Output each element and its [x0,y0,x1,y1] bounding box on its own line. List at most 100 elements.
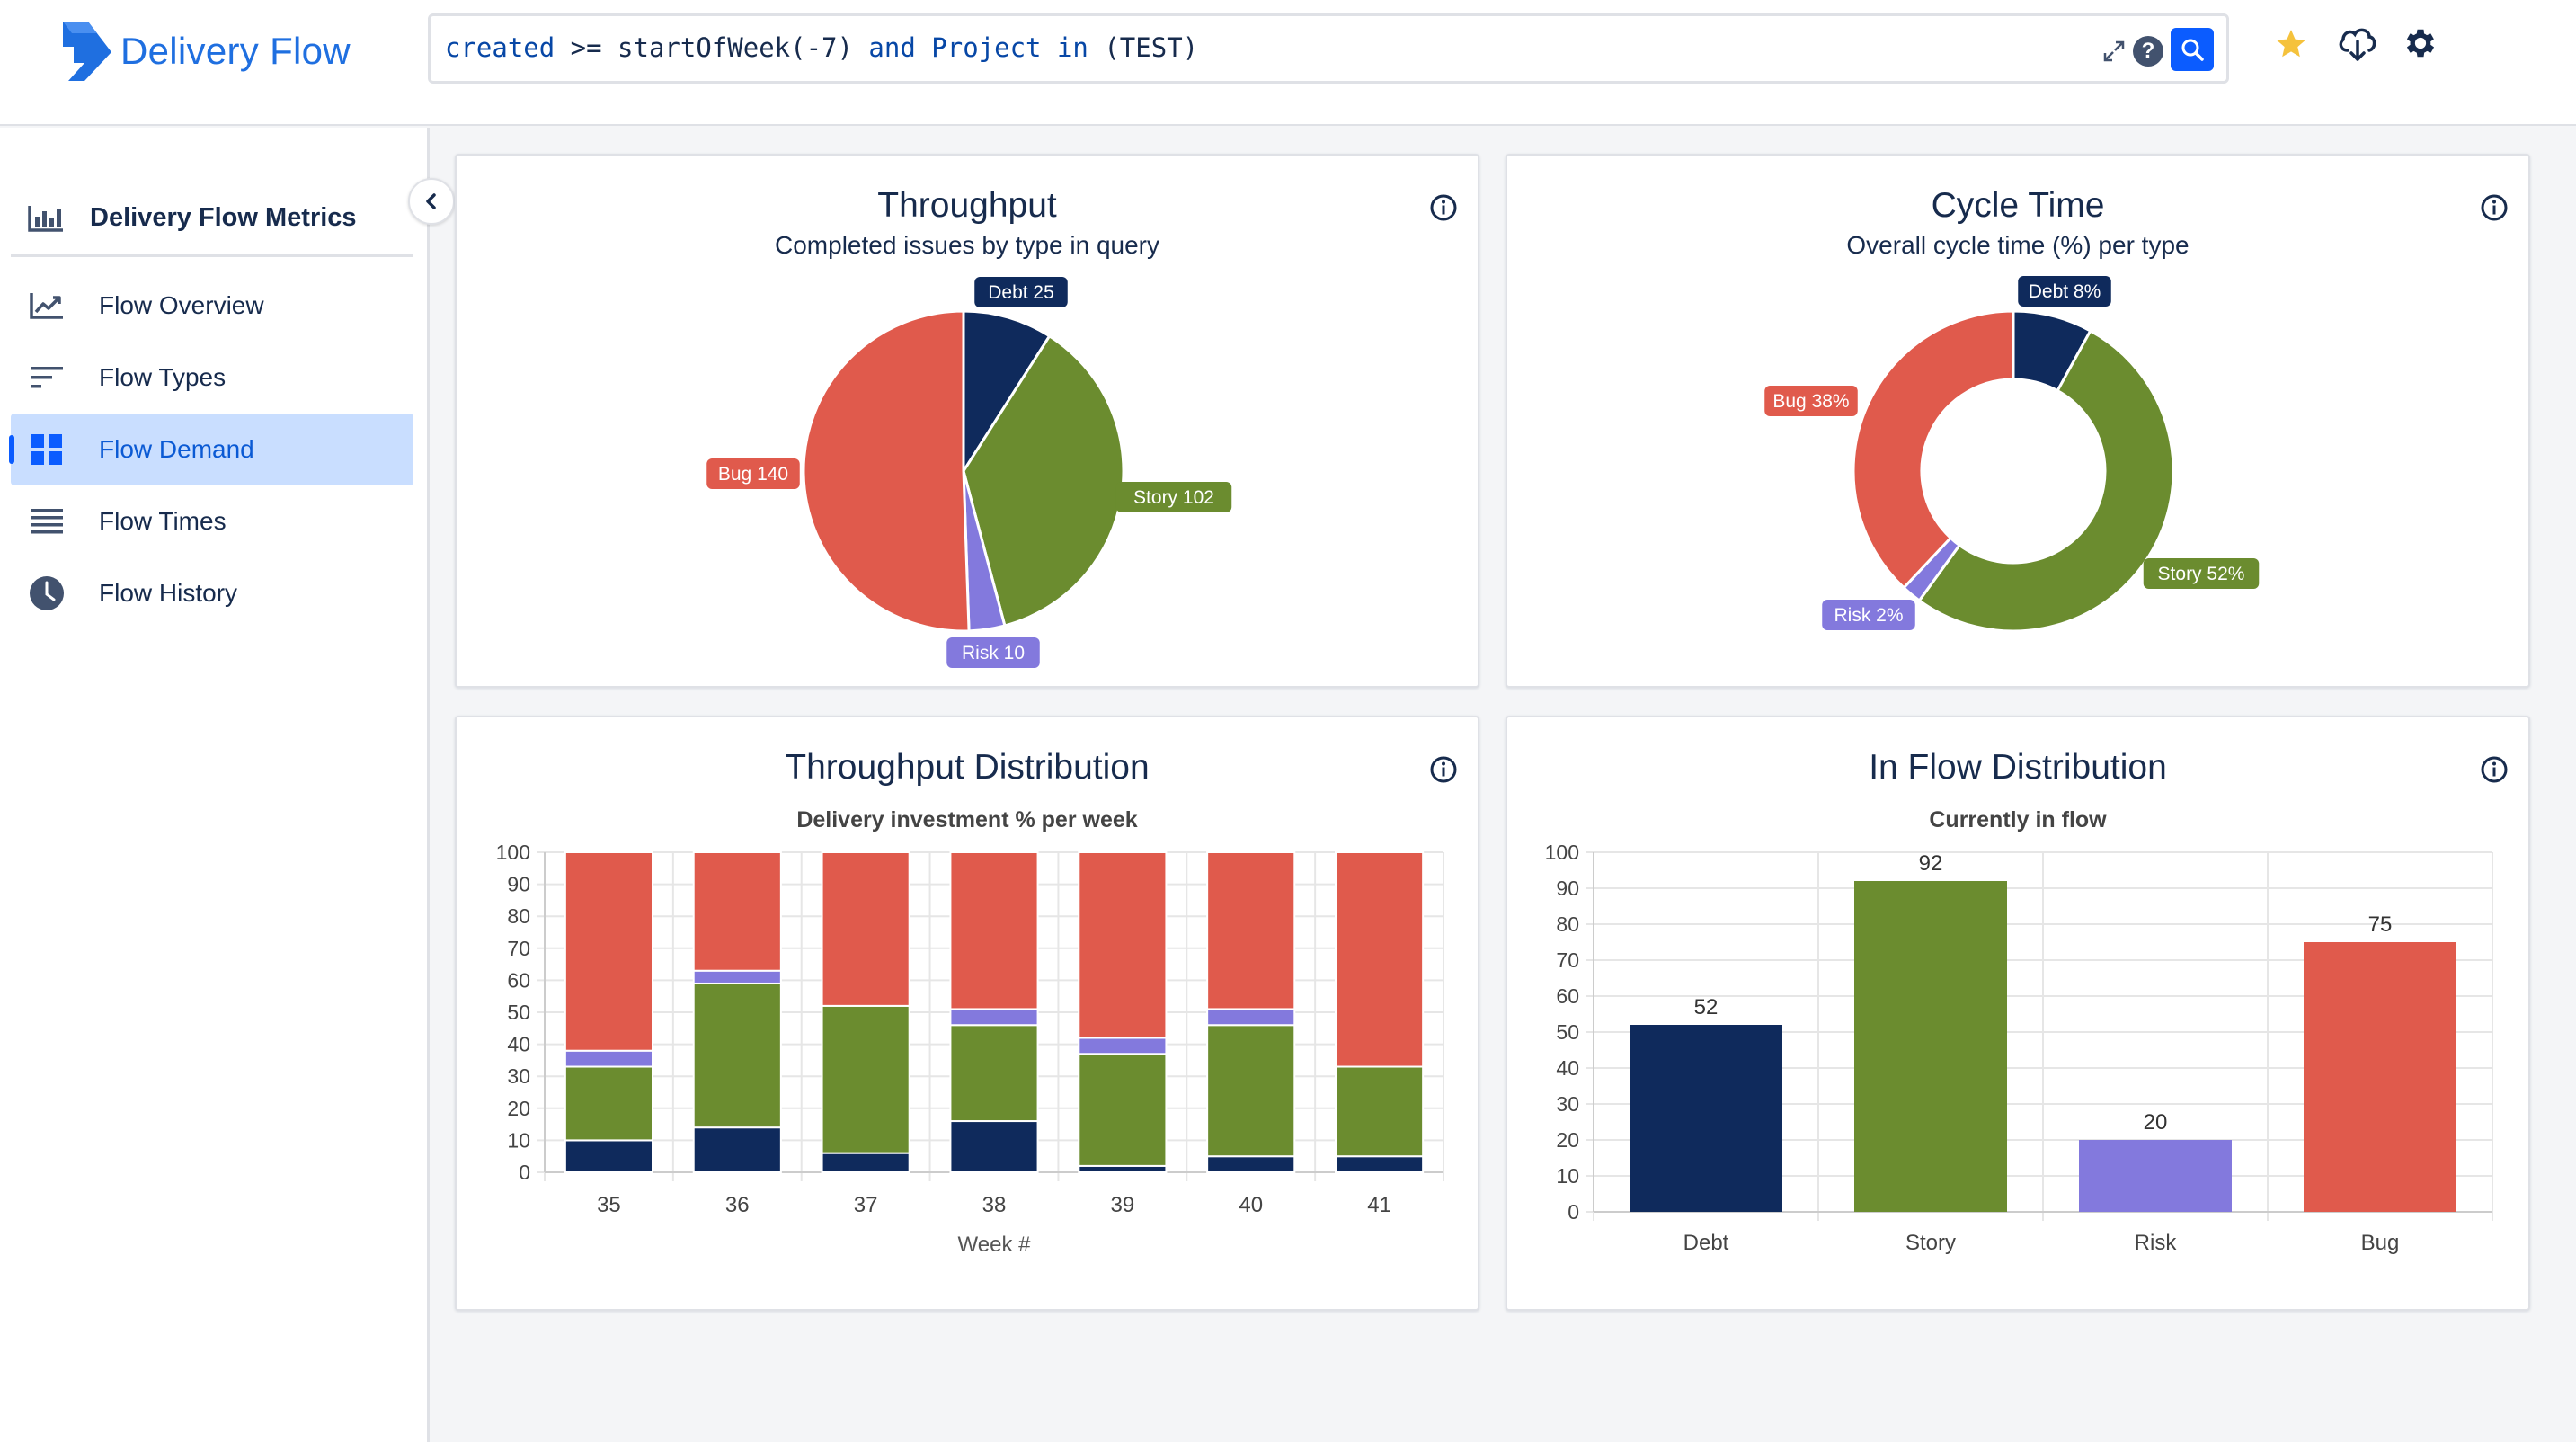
bar-segment-risk-week-38[interactable] [949,1008,1039,1027]
data-label-text: Bug 140 [718,464,788,485]
bar-segment-debt-week-38[interactable] [949,1120,1039,1174]
sidebar-item-flow-history[interactable]: Flow History [11,557,413,629]
bar-segment-bug-week-39[interactable] [1078,851,1168,1039]
clock-icon [27,574,67,613]
bar-segment-debt-week-41[interactable] [1335,1155,1425,1174]
cloud-download-icon[interactable] [2337,25,2378,63]
bar-risk[interactable] [2079,1140,2232,1212]
trend-chart-icon [27,286,67,325]
bar-story[interactable] [1854,881,2007,1212]
y-tick-label: 70 [507,937,530,960]
query-search-box[interactable]: created >= startOfWeek(-7) and Project i… [428,13,2229,84]
sidebar-collapse-button[interactable] [408,178,455,225]
query-token: Project [931,32,1042,63]
bar-segment-risk-week-39[interactable] [1078,1037,1168,1055]
bar-value-label: 52 [1694,995,1719,1019]
sidebar-item-flow-types[interactable]: Flow Types [11,342,413,414]
sidebar-item-label: Flow Overview [99,291,264,319]
info-icon[interactable] [2480,755,2509,784]
app-logo[interactable]: Delivery Flow [58,20,351,83]
data-label-text: Bug 38% [1772,391,1849,412]
info-icon[interactable] [1429,193,1458,222]
help-icon[interactable]: ? [2133,36,2163,67]
info-icon[interactable] [1429,755,1458,784]
bar-segment-bug-week-38[interactable] [949,851,1039,1010]
bar-segment-debt-week-39[interactable] [1078,1164,1168,1174]
bar-segment-story-week-38[interactable] [949,1024,1039,1123]
data-label-bg [1822,600,1915,630]
bar-segment-debt-week-37[interactable] [821,1152,910,1174]
y-tick-label: 10 [507,1128,530,1152]
bar-segment-story-week-39[interactable] [1078,1053,1168,1167]
slice-label-bug: Bug 38% [1764,386,1858,416]
x-tick-label: 37 [854,1193,878,1217]
gear-icon[interactable] [2402,24,2439,62]
sidebar-item-label: Flow History [99,579,238,607]
y-tick-label: 90 [507,873,530,896]
slice-label-story: Story 102 [1115,482,1232,512]
bar-segment-story-week-37[interactable] [821,1004,910,1154]
data-label-text: Debt 25 [988,282,1054,303]
bar-segment-debt-week-36[interactable] [692,1126,782,1174]
bar-segment-story-week-41[interactable] [1335,1065,1425,1158]
x-tick-label: Bug [2361,1231,2400,1255]
bar-segment-debt-week-40[interactable] [1206,1155,1296,1174]
pie-slice-bug[interactable] [1852,309,2015,590]
bar-segment-story-week-40[interactable] [1206,1024,1296,1158]
list-lines-icon [27,502,67,541]
y-tick-label: 100 [496,841,530,864]
slice-label-risk: Risk 10 [946,637,1040,668]
y-tick-label: 60 [507,968,530,992]
data-label-bg [1764,386,1858,416]
card-title: In Flow Distribution [1869,748,2167,787]
sort-lines-icon [27,358,67,397]
bar-segment-risk-week-36[interactable] [692,969,782,984]
bar-segment-bug-week-41[interactable] [1335,851,1425,1068]
bar-segment-bug-week-37[interactable] [821,851,910,1007]
chevron-left-icon [426,193,436,209]
pie-slice-debt[interactable] [962,309,1052,476]
expand-icon[interactable] [2102,40,2126,63]
in-flow-distribution-card: In Flow Distribution Currently in flow 0… [1506,716,2530,1311]
bar-segment-bug-week-40[interactable] [1206,851,1296,1010]
bar-segment-risk-week-35[interactable] [564,1049,653,1068]
bar-segment-story-week-35[interactable] [564,1065,653,1142]
y-tick-label: 20 [1556,1128,1579,1152]
bar-segment-debt-week-35[interactable] [564,1139,653,1173]
y-tick-label: 10 [1556,1164,1579,1188]
throughput-distribution-bar-chart: 0 10 20 30 40 50 60 70 80 90 100 35 36 37 38 39 40 41 Week… [496,841,1444,1257]
throughput-pie-chart: Debt 25 Story 102 Risk 10 Bug 140 [706,277,1232,668]
info-icon[interactable] [2480,193,2509,222]
data-label-bg [2143,558,2260,589]
search-icon [2181,39,2204,61]
delivery-flow-logo-icon [63,22,111,81]
card-title: Throughput [877,186,1057,225]
bar-segment-risk-week-40[interactable] [1206,1008,1296,1027]
star-icon[interactable] [2274,27,2308,61]
sidebar-item-flow-demand[interactable]: Flow Demand [9,414,413,485]
sidebar-item-label: Flow Types [99,363,227,391]
data-label-bg [1115,482,1232,512]
throughput-distribution-card: Throughput Distribution Delivery investm… [455,716,1479,1311]
query-token: in [1056,32,1088,63]
x-tick-label: 38 [982,1193,1007,1217]
pie-slice-bug[interactable] [802,309,971,633]
query-token: (TEST) [1088,32,1199,63]
bar-segment-bug-week-35[interactable] [564,851,653,1052]
sidebar-item-label: Flow Times [99,507,227,535]
search-button[interactable] [2171,28,2214,71]
pie-slice-story[interactable] [1917,328,2175,633]
bar-bug[interactable] [2304,942,2456,1212]
bar-debt[interactable] [1630,1025,1782,1212]
throughput-card: Throughput Completed issues by type in q… [455,154,1479,688]
bar-value-label: 92 [1919,851,1943,876]
bar-segment-story-week-36[interactable] [692,982,782,1129]
bar-segment-bug-week-36[interactable] [692,851,782,972]
slice-label-risk: Risk 2% [1822,600,1915,630]
sidebar-item-flow-overview[interactable]: Flow Overview [11,270,413,342]
data-label-text: Debt 8% [2029,281,2101,302]
search-input[interactable]: created >= startOfWeek(-7) and Project i… [445,32,1198,63]
slice-label-debt: Debt 25 [974,277,1068,307]
sidebar-item-flow-times[interactable]: Flow Times [11,485,413,557]
x-tick-label: 41 [1367,1193,1391,1217]
